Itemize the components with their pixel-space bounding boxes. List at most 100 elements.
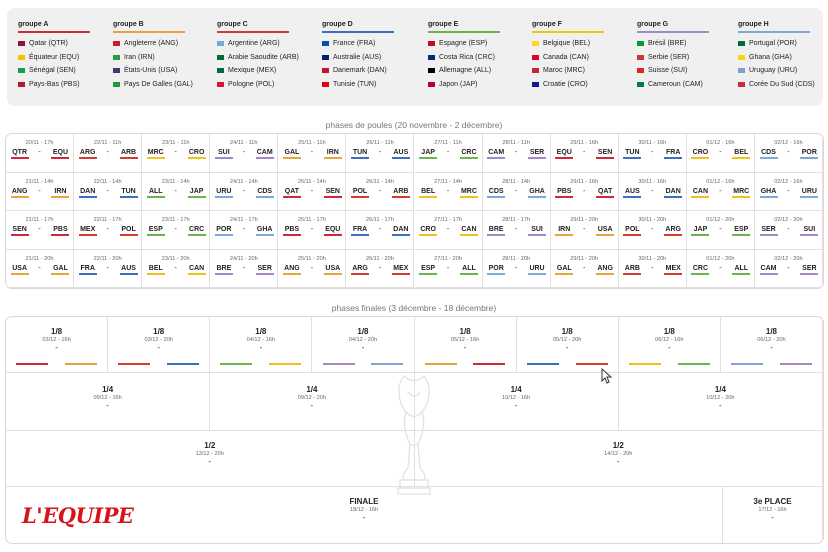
team-item[interactable]: Cameroun (CAM) [637,78,737,92]
match-cell[interactable]: 02/12 - 20h SER - SUI [754,211,823,250]
team-item[interactable]: Iran (IRN) [113,51,213,65]
round-of-16-match[interactable]: 1/8 04/12 - 20h - [312,317,415,373]
round-of-16-match[interactable]: 1/8 04/12 - 16h - [210,317,313,373]
round-of-16-match[interactable]: 1/8 03/12 - 20h - [108,317,211,373]
team-item[interactable]: États-Unis (USA) [113,64,213,78]
match-cell[interactable]: 01/12 - 20h JAP - ESP [686,211,755,250]
team-item[interactable]: Belgique (BEL) [532,37,632,51]
team-item[interactable]: Portugal (POR) [738,37,828,51]
team-item[interactable]: Angleterre (ANG) [113,37,213,51]
team-slot-bar [118,363,151,365]
match-teams: ARB - MEX [619,265,686,279]
quarter-final-match[interactable]: 1/4 10/12 - 20h - [618,373,823,431]
team-item[interactable]: Canada (CAN) [532,51,632,65]
match-cell[interactable]: 26/11 - 11h TUN - AUS [346,134,415,173]
team-item[interactable]: Danemark (DAN) [322,64,422,78]
match-cell[interactable]: 21/11 - 17h SEN - PBS [6,211,75,250]
match-cell[interactable]: 22/11 - 11h ARG - ARB [74,134,143,173]
team-item[interactable]: Brésil (BRE) [637,37,737,51]
match-cell[interactable]: 21/11 - 14h ANG - IRN [6,172,75,211]
away-team: GHA [528,188,547,198]
match-cell[interactable]: 26/11 - 20h ARG - MEX [346,249,415,288]
team-item[interactable]: Ghana (GHA) [738,51,828,65]
match-cell[interactable]: 24/11 - 14h URU - CDS [210,172,279,211]
match-cell[interactable]: 27/11 - 17h CRO - CAN [414,211,483,250]
round-of-16-match[interactable]: 1/8 05/12 - 16h - [414,317,517,373]
match-cell[interactable]: 23/11 - 20h BEL - CAN [142,249,211,288]
match-cell[interactable]: 02/12 - 20h CAM - SER [754,249,823,288]
match-cell[interactable]: 29/11 - 20h IRN - USA [550,211,619,250]
match-cell[interactable]: 01/12 - 20h CRC - ALL [686,249,755,288]
match-cell[interactable]: 22/11 - 14h DAN - TUN [74,172,143,211]
match-cell[interactable]: 25/11 - 14h QAT - SEN [278,172,347,211]
round-of-16-match[interactable]: 1/8 05/12 - 20h - [516,317,619,373]
team-item[interactable]: Corée Du Sud (CDS) [738,78,828,92]
match-cell[interactable]: 29/11 - 16h PBS - QAT [550,172,619,211]
team-item[interactable]: Pays De Galles (GAL) [113,78,213,92]
match-cell[interactable]: 26/11 - 14h POL - ARB [346,172,415,211]
match-cell[interactable]: 27/11 - 14h BEL - MRC [414,172,483,211]
match-cell[interactable]: 28/11 - 20h POR - URU [482,249,551,288]
match-cell[interactable]: 24/11 - 17h POR - GHA [210,211,279,250]
team-item[interactable]: Pays-Bas (PBS) [18,78,118,92]
match-cell[interactable]: 27/11 - 20h ESP - ALL [414,249,483,288]
team-item[interactable]: Pologne (POL) [217,78,317,92]
team-item[interactable]: Suisse (SUI) [637,64,737,78]
match-cell[interactable]: 23/11 - 14h ALL - JAP [142,172,211,211]
third-place-match[interactable]: 3e PLACE 17/12 - 16h - [723,487,823,543]
match-cell[interactable]: 22/11 - 20h FRA - AUS [74,249,143,288]
team-item[interactable]: Argentine (ARG) [217,37,317,51]
team-item[interactable]: Croatie (CRO) [532,78,632,92]
match-cell[interactable]: 23/11 - 11h MRC - CRO [142,134,211,173]
match-cell[interactable]: 25/11 - 11h GAL - IRN [278,134,347,173]
quarter-final-match[interactable]: 1/4 09/12 - 20h - [210,373,415,431]
quarter-final-match[interactable]: 1/4 09/12 - 16h - [6,373,211,431]
final-match[interactable]: FINALE 18/12 - 16h - [6,487,723,543]
match-cell[interactable]: 25/11 - 17h PBS - EQU [278,211,347,250]
team-item[interactable]: Tunisie (TUN) [322,78,422,92]
team-item[interactable]: Allemagne (ALL) [428,64,528,78]
round-of-16-match[interactable]: 1/8 06/12 - 16h - [618,317,721,373]
match-cell[interactable]: 02/12 - 16h CDS - POR [754,134,823,173]
team-item[interactable]: Arabie Saoudite (ARB) [217,51,317,65]
match-cell[interactable]: 25/11 - 20h ANG - USA [278,249,347,288]
team-item[interactable]: Australie (AUS) [322,51,422,65]
match-cell[interactable]: 21/11 - 20h USA - GAL [6,249,75,288]
match-cell[interactable]: 30/11 - 20h ARB - MEX [618,249,687,288]
match-cell[interactable]: 30/11 - 20h POL - ARG [618,211,687,250]
match-cell[interactable]: 01/12 - 16h CAN - MRC [686,172,755,211]
team-item[interactable]: Japon (JAP) [428,78,528,92]
match-cell[interactable]: 23/11 - 17h ESP - CRC [142,211,211,250]
semi-final-match[interactable]: 1/2 14/12 - 20h - [414,431,823,487]
match-cell[interactable]: 20/11 - 17h QTR - EQU [6,134,75,173]
team-item[interactable]: Maroc (MRC) [532,64,632,78]
team-item[interactable]: Espagne (ESP) [428,37,528,51]
team-item[interactable]: Sénégal (SEN) [18,64,118,78]
match-cell[interactable]: 01/12 - 16h CRO - BEL [686,134,755,173]
team-item[interactable]: Uruguay (URU) [738,64,828,78]
match-cell[interactable]: 30/11 - 16h AUS - DAN [618,172,687,211]
match-cell[interactable]: 24/11 - 11h SUI - CAM [210,134,279,173]
match-cell[interactable]: 24/11 - 20h BRE - SER [210,249,279,288]
match-cell[interactable]: 28/11 - 11h CAM - SER [482,134,551,173]
match-cell[interactable]: 22/11 - 17h MEX - POL [74,211,143,250]
quarter-final-match[interactable]: 1/4 10/12 - 16h - [414,373,619,431]
match-cell[interactable]: 27/11 - 11h JAP - CRC [414,134,483,173]
team-item[interactable]: Serbie (SER) [637,51,737,65]
lequipe-logo[interactable]: L'EQUIPE [22,503,134,528]
semi-final-match[interactable]: 1/2 13/12 - 20h - [6,431,415,487]
match-cell[interactable]: 30/11 - 16h TUN - FRA [618,134,687,173]
team-item[interactable]: Costa Rica (CRC) [428,51,528,65]
match-cell[interactable]: 29/11 - 16h EQU - SEN [550,134,619,173]
team-item[interactable]: Qatar (QTR) [18,37,118,51]
match-cell[interactable]: 28/11 - 14h CDS - GHA [482,172,551,211]
match-cell[interactable]: 28/11 - 17h BRE - SUI [482,211,551,250]
team-item[interactable]: Équateur (EQU) [18,51,118,65]
match-cell[interactable]: 02/12 - 16h GHA - URU [754,172,823,211]
team-item[interactable]: France (FRA) [322,37,422,51]
round-of-16-match[interactable]: 1/8 03/12 - 16h - [6,317,109,373]
match-cell[interactable]: 26/11 - 17h FRA - DAN [346,211,415,250]
match-cell[interactable]: 29/11 - 20h GAL - ANG [550,249,619,288]
team-item[interactable]: Mexique (MEX) [217,64,317,78]
round-of-16-match[interactable]: 1/8 06/12 - 20h - [720,317,823,373]
